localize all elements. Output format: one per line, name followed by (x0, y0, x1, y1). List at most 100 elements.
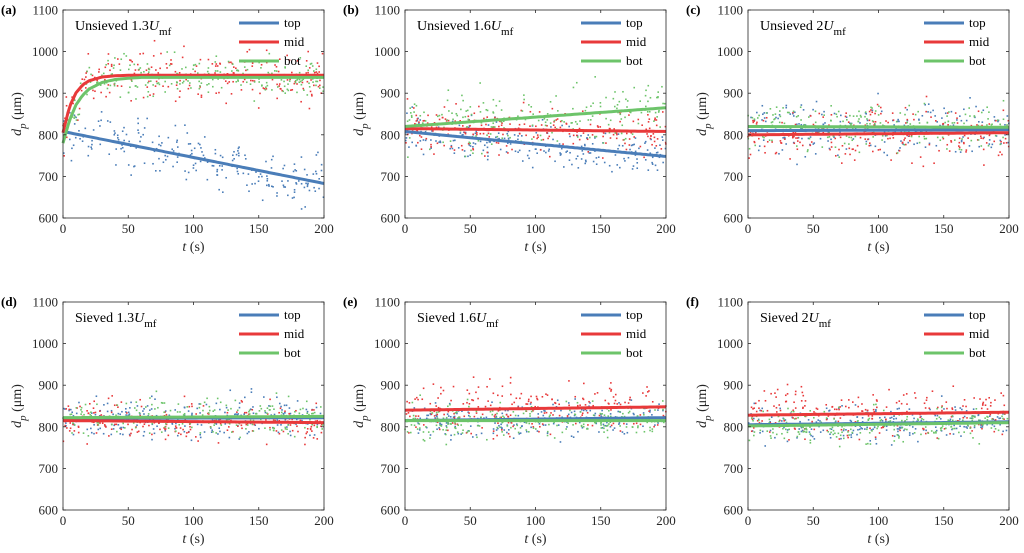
data-point (136, 431, 139, 433)
data-point (792, 410, 795, 413)
data-point (239, 436, 241, 439)
data-point (225, 406, 228, 409)
data-point (136, 63, 139, 66)
data-point (877, 92, 879, 95)
data-point (511, 403, 513, 406)
data-point (238, 402, 241, 404)
data-point (541, 423, 544, 425)
data-point (890, 444, 893, 446)
data-point (238, 154, 240, 157)
data-point (268, 405, 270, 407)
data-point (65, 136, 68, 139)
data-point (568, 404, 570, 407)
data-point (517, 431, 520, 434)
data-point (303, 186, 306, 189)
data-point (430, 146, 432, 148)
data-point (951, 408, 954, 411)
data-point (152, 162, 154, 165)
data-point (438, 118, 441, 121)
data-point (276, 396, 278, 399)
data-point (303, 89, 305, 91)
data-point (902, 440, 905, 443)
data-point (833, 136, 835, 139)
data-point (512, 437, 515, 440)
data-point (134, 69, 137, 71)
data-point (130, 59, 132, 62)
y-var: d (10, 420, 25, 428)
data-point (801, 391, 804, 394)
data-point (469, 145, 472, 147)
data-point (457, 432, 460, 435)
y-tick-label: 900 (381, 86, 401, 101)
data-point (657, 111, 660, 113)
data-point (757, 418, 760, 421)
data-point (187, 431, 190, 434)
data-point (925, 110, 927, 113)
data-point (305, 65, 308, 67)
data-point (537, 136, 539, 139)
data-point (229, 389, 232, 392)
data-point (457, 417, 459, 419)
data-point (651, 400, 654, 403)
data-point (797, 136, 800, 139)
data-point (587, 119, 590, 121)
data-point (623, 422, 625, 425)
data-point (999, 151, 1001, 153)
data-point (282, 430, 285, 433)
data-point (634, 137, 637, 139)
data-point (783, 418, 785, 420)
data-point (292, 170, 295, 173)
data-point (130, 432, 132, 435)
data-point (935, 429, 938, 432)
data-point (840, 114, 842, 117)
data-point (990, 401, 992, 404)
data-point (968, 107, 971, 109)
data-point (159, 428, 161, 431)
data-point (625, 148, 628, 151)
data-point (207, 72, 210, 75)
data-point (276, 419, 279, 421)
data-point (875, 408, 877, 411)
data-point (75, 116, 77, 119)
data-point (469, 124, 471, 127)
data-point (835, 113, 838, 116)
data-point (483, 117, 485, 120)
data-point (501, 395, 504, 397)
data-point (426, 414, 428, 417)
data-point (185, 78, 187, 81)
data-point (919, 416, 921, 419)
data-point (137, 129, 139, 131)
data-point (921, 417, 923, 420)
data-point (854, 149, 857, 152)
data-point (437, 411, 440, 413)
data-point (283, 80, 285, 83)
x-var: t (182, 240, 187, 255)
data-point (228, 61, 230, 64)
data-point (837, 154, 839, 157)
data-point (966, 417, 968, 419)
data-point (633, 136, 635, 138)
data-point (211, 164, 214, 167)
data-point (137, 132, 140, 134)
data-point (758, 407, 760, 410)
data-point (935, 144, 938, 147)
panel-title: Unsieved 2Umf (760, 19, 846, 38)
data-point (272, 155, 274, 158)
data-point (772, 428, 774, 430)
data-point (634, 150, 637, 153)
data-point (999, 123, 1001, 126)
x-tick-label: 200 (656, 513, 676, 528)
data-point (956, 117, 958, 119)
data-point (183, 414, 186, 417)
data-point (500, 109, 503, 111)
data-point (857, 405, 859, 408)
data-point (768, 418, 771, 421)
data-point (287, 424, 289, 426)
data-point (154, 398, 156, 400)
data-point (748, 157, 750, 159)
data-point (499, 401, 502, 404)
data-point (293, 191, 296, 193)
data-point (453, 415, 456, 418)
data-point (842, 434, 845, 437)
data-point (654, 424, 656, 426)
